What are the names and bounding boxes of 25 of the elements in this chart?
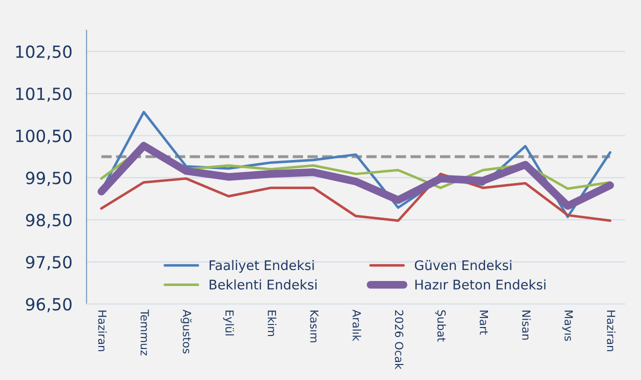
line-series xyxy=(100,172,612,222)
x-tick-label: Haziran xyxy=(606,310,616,352)
x-tick-label: Haziran xyxy=(98,310,107,352)
legend-label: Beklenti Endeksi xyxy=(210,279,317,290)
y-tick-label: 102,50 xyxy=(16,45,72,60)
x-tick-label: Temmuz xyxy=(140,310,149,356)
legend-label: Güven Endeksi xyxy=(414,260,512,270)
x-tick-label: Aralık xyxy=(352,310,362,342)
x-tick-label: Mart xyxy=(480,310,488,335)
y-tick-label: 101,50 xyxy=(16,88,72,102)
x-tick-label: 2026 Ocak xyxy=(394,310,404,370)
y-tick-label: 98,50 xyxy=(26,214,72,228)
y-tick-label: 100,50 xyxy=(16,130,72,144)
legend-label: Faaliyet Endeksi xyxy=(210,260,314,273)
y-tick-label: 96,50 xyxy=(26,298,72,312)
legend-label: Hazır Beton Endeksi xyxy=(415,279,546,290)
y-tick-label: 99,50 xyxy=(26,172,72,186)
x-tick-label: Kasım xyxy=(310,310,318,342)
x-tick-label: Ekim xyxy=(268,310,276,336)
x-tick-label: Ağustos xyxy=(180,310,192,354)
x-tick-label: Mayıs xyxy=(562,310,573,341)
y-tick-label: 97,50 xyxy=(26,256,72,270)
x-tick-label: Eylül xyxy=(223,310,234,336)
x-tick-label: Şubat xyxy=(435,310,446,342)
x-tick-label: Nisan xyxy=(522,310,531,340)
